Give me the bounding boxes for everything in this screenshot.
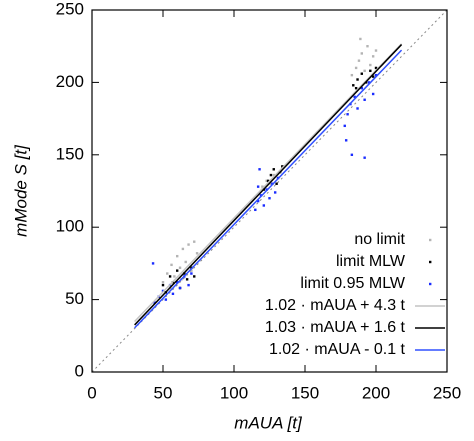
point — [353, 95, 356, 99]
point — [266, 179, 270, 183]
plot-frame — [91, 9, 448, 373]
point — [176, 254, 179, 258]
point — [272, 173, 275, 177]
point — [360, 86, 363, 90]
fit-line — [134, 44, 403, 326]
point — [262, 204, 266, 207]
point — [178, 266, 182, 269]
legend-label: 1.02 · mAUA + 4.3 t — [265, 297, 406, 314]
point — [173, 275, 176, 278]
point — [254, 208, 257, 212]
point — [359, 37, 362, 41]
y-tick-label: 250 — [56, 0, 84, 18]
point — [357, 59, 361, 62]
point — [374, 49, 378, 52]
point — [170, 263, 173, 267]
point — [176, 281, 179, 284]
point — [272, 168, 275, 171]
point — [350, 153, 354, 156]
y-tick-label: 200 — [56, 72, 84, 91]
legend-swatch — [429, 260, 432, 264]
point — [352, 84, 355, 87]
x-tick-label: 250 — [433, 383, 461, 402]
point — [164, 298, 168, 301]
point — [187, 283, 190, 287]
point — [275, 182, 278, 185]
point — [185, 278, 189, 281]
point — [366, 45, 369, 48]
point — [168, 275, 172, 278]
point — [344, 139, 348, 142]
x-tick-label: 0 — [87, 383, 96, 402]
x-tick-label: 50 — [154, 383, 173, 402]
point — [369, 63, 372, 67]
fit-line — [134, 49, 403, 329]
point — [181, 247, 185, 251]
point — [363, 69, 366, 73]
point — [256, 185, 260, 188]
point — [193, 275, 196, 278]
legend-label: no limit — [354, 231, 405, 248]
point — [178, 286, 182, 290]
x-tick-label: 150 — [291, 383, 319, 402]
point — [161, 283, 165, 287]
point — [363, 98, 366, 101]
legend-label: limit 0.95 MLW — [300, 275, 406, 292]
point — [269, 173, 273, 177]
fit-line — [134, 43, 403, 322]
point — [268, 197, 271, 200]
point — [367, 81, 371, 84]
point — [171, 292, 175, 296]
point — [356, 78, 359, 81]
legend-label: 1.02 · mAUA - 0.1 t — [269, 341, 406, 358]
point — [371, 75, 375, 78]
point — [273, 191, 277, 194]
point — [261, 185, 264, 188]
point — [258, 168, 261, 171]
y-tick-label: 150 — [56, 144, 84, 163]
x-tick-label: 200 — [362, 383, 390, 402]
point — [354, 86, 358, 90]
y-tick-label: 50 — [65, 289, 84, 308]
point — [354, 66, 358, 70]
point — [346, 113, 349, 116]
x-tick-label: 100 — [220, 383, 248, 402]
x-axis-label: mAUA [t] — [234, 413, 303, 432]
point — [193, 240, 196, 243]
point — [343, 124, 346, 128]
y-axis-label: mMode S [t] — [11, 144, 30, 237]
point — [166, 272, 169, 275]
point — [190, 269, 193, 272]
point — [363, 156, 366, 159]
y-tick-label: 100 — [56, 217, 84, 236]
point — [187, 243, 190, 246]
point — [195, 252, 199, 255]
point — [374, 73, 378, 77]
point — [153, 301, 156, 304]
point — [374, 66, 378, 70]
point — [350, 73, 354, 77]
point — [161, 281, 165, 284]
point — [369, 69, 372, 73]
point — [269, 182, 273, 185]
point — [360, 72, 363, 75]
point — [256, 199, 260, 203]
point — [176, 269, 179, 272]
legend-label: 1.03 · mAUA + 1.6 t — [265, 319, 406, 336]
point — [265, 179, 268, 183]
point — [151, 262, 155, 265]
point — [371, 55, 375, 58]
point — [356, 107, 359, 110]
legend-swatch — [429, 238, 432, 242]
point — [190, 272, 193, 275]
y-tick-label: 0 — [75, 361, 84, 380]
legend-label: limit MLW — [336, 253, 406, 270]
legend-swatch — [429, 282, 432, 286]
point — [360, 52, 363, 55]
point — [281, 165, 284, 168]
point — [184, 260, 187, 264]
point — [371, 92, 375, 96]
